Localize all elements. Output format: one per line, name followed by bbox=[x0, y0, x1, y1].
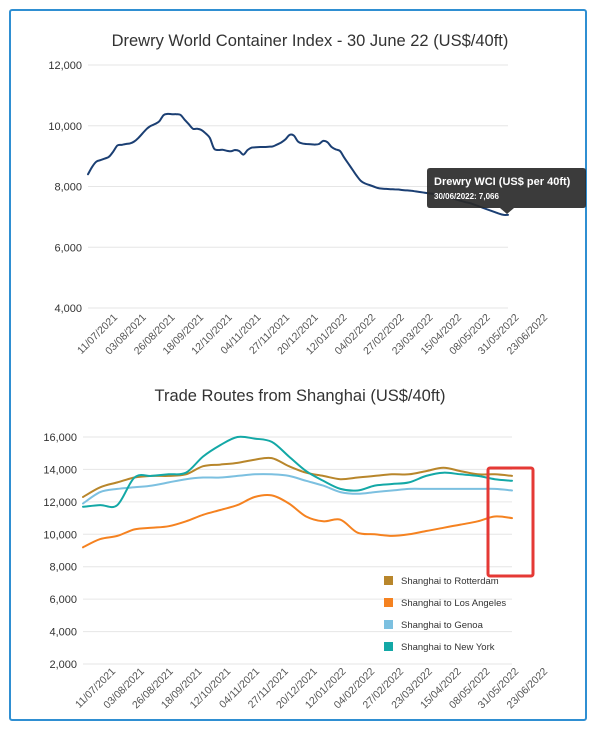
y-tick-label: 4,000 bbox=[49, 627, 77, 639]
highlight-box bbox=[486, 466, 535, 578]
trade-routes-chart-title: Trade Routes from Shanghai (US$/40ft) bbox=[154, 387, 445, 405]
y-tick-label: 8,000 bbox=[54, 182, 82, 194]
legend-swatch bbox=[384, 576, 393, 585]
legend: Shanghai to Rotterdam Shanghai to Los Ang… bbox=[384, 576, 506, 653]
legend-label: Shanghai to Rotterdam bbox=[401, 576, 499, 587]
legend-swatch bbox=[384, 620, 393, 629]
y-tick-label: 12,000 bbox=[48, 60, 82, 72]
y-tick-label: 10,000 bbox=[43, 529, 77, 541]
series-line-shanghai-to-los-angeles bbox=[82, 493, 513, 549]
series-line-shanghai-to-genoa bbox=[82, 473, 513, 505]
series-line-shanghai-to-new-york bbox=[82, 435, 513, 509]
legend-swatch bbox=[384, 642, 393, 651]
chart-frame bbox=[9, 9, 587, 721]
y-tick-label: 12,000 bbox=[43, 497, 77, 509]
y-tick-label: 16,000 bbox=[43, 432, 77, 444]
legend-label: Shanghai to Los Angeles bbox=[401, 598, 506, 609]
y-tick-label: 14,000 bbox=[43, 464, 77, 476]
wci-tooltip: Drewry WCI (US$ per 40ft) 30/06/2022: 7,… bbox=[427, 168, 586, 214]
wci-chart-title: Drewry World Container Index - 30 June 2… bbox=[112, 32, 509, 50]
tooltip-value: 30/06/2022: 7,066 bbox=[434, 192, 499, 201]
legend-label: Shanghai to New York bbox=[401, 642, 495, 653]
tooltip-box bbox=[427, 168, 586, 214]
tooltip-title: Drewry WCI (US$ per 40ft) bbox=[434, 176, 571, 188]
trade-routes-chart: Trade Routes from Shanghai (US$/40ft) 2,… bbox=[43, 387, 550, 711]
y-tick-label: 6,000 bbox=[54, 242, 82, 254]
legend-label: Shanghai to Genoa bbox=[401, 620, 484, 631]
wci-chart: Drewry World Container Index - 30 June 2… bbox=[48, 32, 586, 357]
y-tick-label: 2,000 bbox=[49, 659, 77, 671]
legend-swatch bbox=[384, 598, 393, 607]
y-tick-label: 10,000 bbox=[48, 121, 82, 133]
y-tick-label: 6,000 bbox=[49, 594, 77, 606]
y-tick-label: 8,000 bbox=[49, 562, 77, 574]
y-tick-label: 4,000 bbox=[54, 303, 82, 315]
